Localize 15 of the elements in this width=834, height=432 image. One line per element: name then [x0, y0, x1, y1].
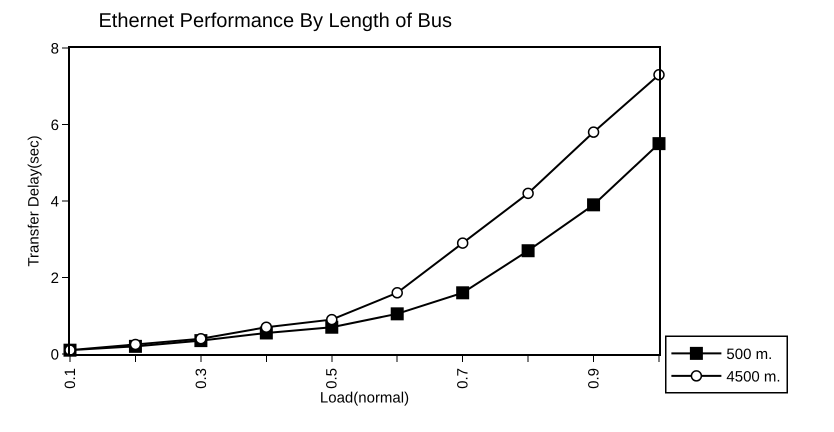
y-tick-label: 0	[50, 346, 59, 364]
y-tick-label: 8	[50, 40, 59, 58]
x-tick-label: 0.7	[454, 368, 472, 389]
x-tick-label: 0.5	[324, 368, 341, 389]
y-axis-title: Transfer Delay(sec)	[25, 135, 42, 267]
x-tick-label: 0.3	[192, 368, 210, 389]
y-tick-label: 4	[50, 193, 59, 210]
legend-label: 4500 m.	[726, 368, 781, 386]
chart-title: Ethernet Performance By Length of Bus	[98, 10, 452, 32]
legend-label: 500 m.	[726, 346, 772, 364]
y-tick-label: 6	[50, 116, 59, 134]
x-axis-title: Load(normal)	[320, 389, 410, 406]
x-tick-label: 0.9	[585, 368, 602, 389]
y-tick-label: 2	[50, 270, 59, 287]
x-tick-label: 0.1	[62, 368, 79, 389]
